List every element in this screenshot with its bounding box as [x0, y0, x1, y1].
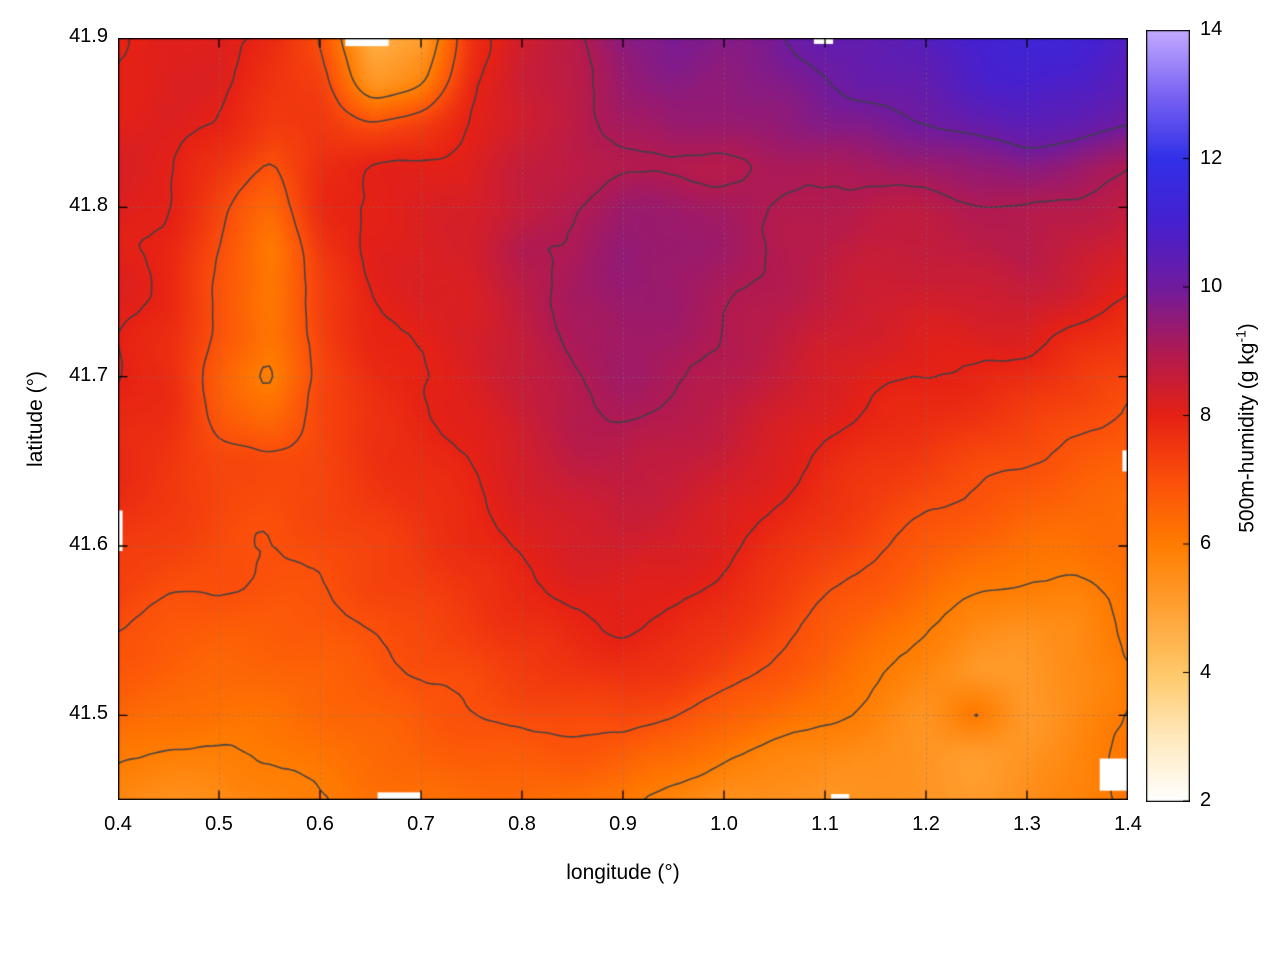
- colorbar-tick-label: 8: [1200, 403, 1212, 426]
- colorbar-tick-label: 6: [1200, 532, 1212, 554]
- y-tick-label: 41.6: [69, 533, 108, 555]
- y-tick-label: 41.8: [69, 194, 108, 217]
- x-tick-label: 1.3: [1013, 813, 1041, 835]
- y-axis-label: latitude (°): [24, 371, 47, 467]
- x-axis-label: longitude (°): [566, 861, 680, 884]
- y-tick-label: 41.7: [69, 363, 108, 386]
- colorbar-label-text: 500m-humidity (g kg: [1235, 342, 1259, 533]
- x-tick-label: 0.9: [609, 813, 637, 835]
- colorbar: [1146, 30, 1190, 802]
- colorbar-axis-label: 500m-humidity (g kg-1): [1233, 323, 1260, 533]
- x-tick-label: 1.2: [912, 813, 940, 835]
- colorbar-label-suffix: ): [1235, 323, 1259, 331]
- y-tick-label: 41.5: [69, 702, 108, 725]
- x-tick-label: 0.6: [306, 813, 334, 835]
- x-tick-label: 1.0: [710, 813, 738, 835]
- colorbar-label-superscript: -1: [1232, 330, 1249, 343]
- colorbar-tick-label: 14: [1200, 18, 1223, 40]
- colorbar-tick-label: 10: [1200, 275, 1223, 297]
- x-tick-label: 1.4: [1114, 813, 1142, 835]
- colorbar-tick-label: 4: [1200, 660, 1212, 683]
- colorbar-tick-label: 2: [1200, 789, 1212, 811]
- y-tick-label: 41.9: [69, 25, 108, 47]
- x-tick-label: 0.4: [104, 813, 132, 835]
- x-tick-label: 0.5: [205, 813, 233, 835]
- x-tick-label: 1.1: [811, 813, 839, 835]
- x-tick-label: 0.7: [407, 813, 435, 835]
- x-tick-label: 0.8: [508, 813, 536, 835]
- heatmap-plot: [118, 38, 1128, 800]
- colorbar-tick-label: 12: [1200, 146, 1223, 169]
